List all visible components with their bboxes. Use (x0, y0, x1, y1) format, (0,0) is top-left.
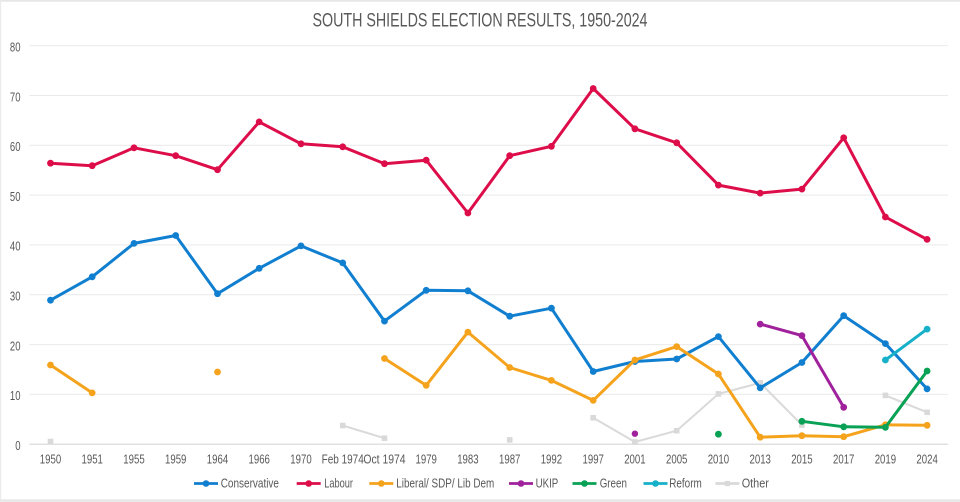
svg-text:SOUTH SHIELDS ELECTION RESULTS: SOUTH SHIELDS ELECTION RESULTS, 1950-202… (313, 10, 648, 32)
svg-text:2005: 2005 (666, 451, 687, 466)
svg-text:1964: 1964 (207, 451, 228, 466)
svg-text:50: 50 (10, 189, 21, 204)
svg-text:2019: 2019 (875, 451, 896, 466)
svg-text:Reform: Reform (669, 477, 702, 491)
svg-text:1959: 1959 (165, 451, 186, 466)
svg-text:2017: 2017 (833, 451, 854, 466)
svg-text:1979: 1979 (416, 451, 437, 466)
svg-text:UKIP: UKIP (536, 477, 559, 491)
svg-text:2015: 2015 (791, 451, 812, 466)
svg-text:Conservative: Conservative (221, 477, 279, 491)
svg-text:1997: 1997 (583, 451, 604, 466)
svg-text:1970: 1970 (290, 451, 311, 466)
svg-text:Feb 1974: Feb 1974 (322, 451, 364, 466)
svg-text:2010: 2010 (708, 451, 729, 466)
svg-text:10: 10 (10, 388, 21, 403)
svg-text:40: 40 (10, 239, 21, 254)
svg-text:1983: 1983 (457, 451, 478, 466)
svg-text:2024: 2024 (916, 451, 937, 466)
svg-text:1992: 1992 (541, 451, 562, 466)
svg-text:2013: 2013 (750, 451, 771, 466)
svg-text:20: 20 (10, 338, 21, 353)
svg-text:30: 30 (10, 289, 21, 304)
svg-text:0: 0 (15, 438, 20, 453)
svg-text:1951: 1951 (82, 451, 103, 466)
svg-text:Other: Other (742, 477, 769, 491)
svg-text:1987: 1987 (499, 451, 520, 466)
svg-text:1955: 1955 (123, 451, 144, 466)
svg-text:Green: Green (600, 477, 627, 491)
svg-text:60: 60 (10, 139, 21, 154)
svg-text:Oct 1974: Oct 1974 (363, 451, 405, 466)
svg-text:1950: 1950 (40, 451, 61, 466)
svg-text:Liberal/ SDP/ Lib Dem: Liberal/ SDP/ Lib Dem (396, 477, 494, 491)
svg-text:70: 70 (10, 89, 21, 104)
svg-text:2001: 2001 (624, 451, 645, 466)
svg-text:Labour: Labour (324, 477, 353, 491)
svg-text:80: 80 (10, 39, 21, 54)
svg-text:1966: 1966 (249, 451, 270, 466)
